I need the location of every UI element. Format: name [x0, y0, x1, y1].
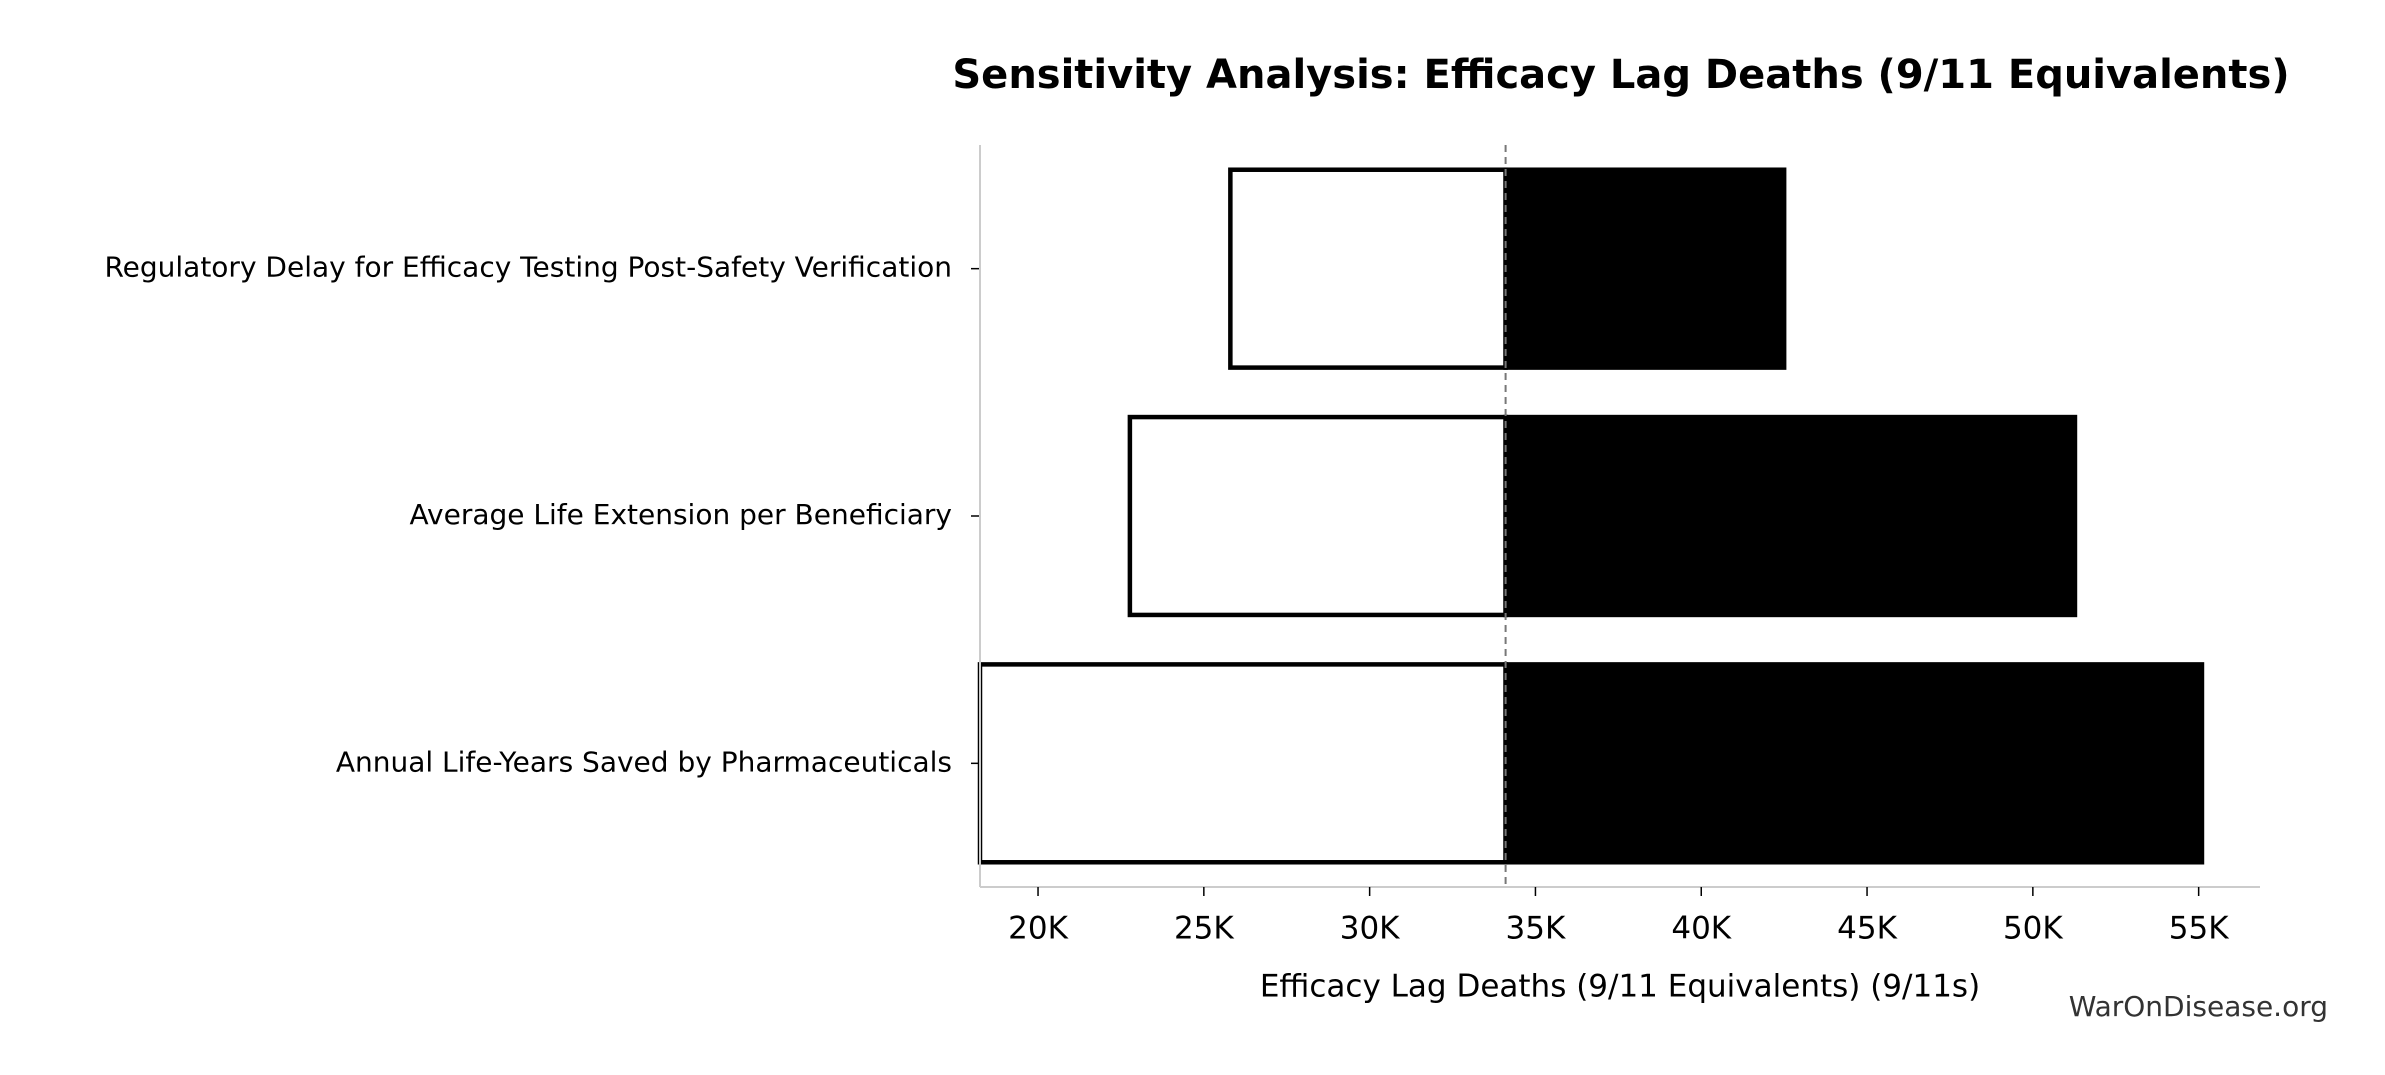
watermark: WarOnDisease.org	[2069, 990, 2328, 1023]
bar	[1503, 414, 2078, 618]
bar	[1503, 662, 2205, 865]
y-tick-label: Average Life Extension per Beneficiary	[410, 498, 952, 531]
y-tick-label: Annual Life-Years Saved by Pharmaceutica…	[336, 745, 952, 778]
x-tick-label: 35K	[1506, 911, 1566, 947]
x-tick-label: 20K	[1008, 911, 1068, 947]
y-tick-label: Regulatory Delay for Efficacy Testing Po…	[104, 251, 952, 284]
x-tick-label: 55K	[2169, 911, 2229, 947]
chart-title: Sensitivity Analysis: Efficacy Lag Death…	[952, 52, 2289, 98]
x-axis-label: Efficacy Lag Deaths (9/11 Equivalents) (…	[1260, 969, 1980, 1005]
bar	[1228, 167, 1508, 370]
x-tick-label: 50K	[2003, 911, 2063, 947]
bar	[977, 662, 1508, 865]
x-tick-label: 45K	[1837, 911, 1897, 947]
bar	[1127, 414, 1508, 618]
x-tick-label: 25K	[1174, 911, 1234, 947]
bar	[1503, 167, 1787, 370]
x-tick-label: 30K	[1340, 911, 1400, 947]
x-tick-label: 40K	[1671, 911, 1731, 947]
